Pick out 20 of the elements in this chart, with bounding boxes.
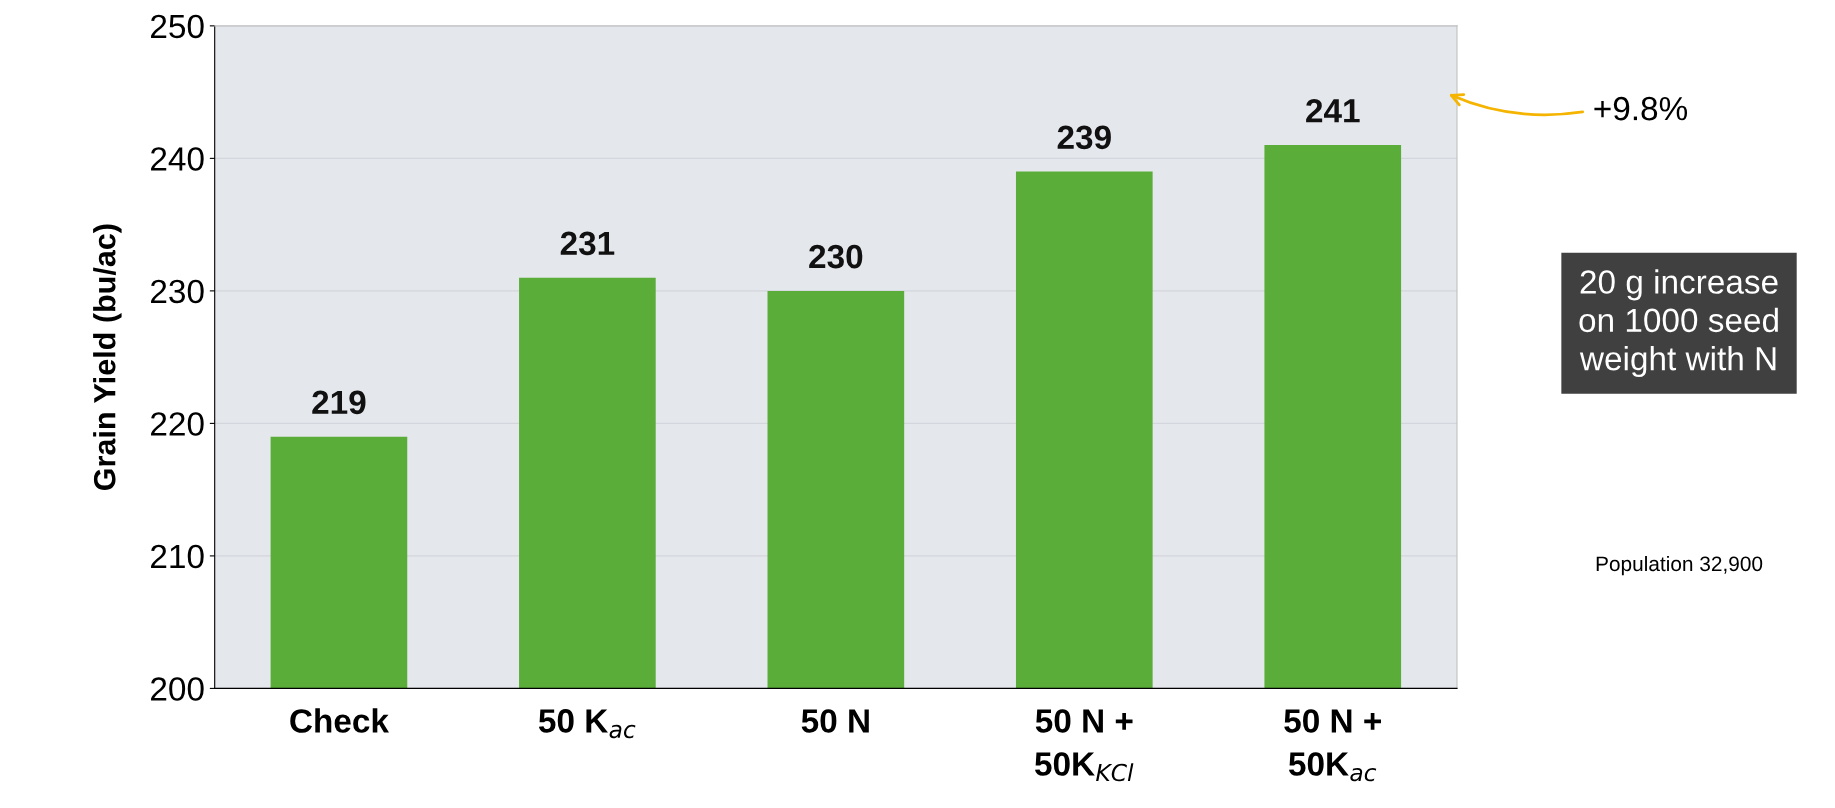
- x-tick-label: 50 N + 50K$_{KCl}$: [1034, 709, 1134, 782]
- data-label: 230: [809, 244, 863, 269]
- text: +9.8%: [1594, 96, 1688, 121]
- y-tick-label: 210: [151, 544, 204, 569]
- data-label: 231: [560, 231, 615, 256]
- y-tick-label: 200: [151, 677, 204, 701]
- data-label: 239: [1057, 125, 1111, 150]
- text: 20 g increase on 1000 seed weight with N: [1579, 269, 1778, 378]
- y-axis-title: Grain Yield (bu/ac): [93, 224, 122, 491]
- y-tick-label: 240: [151, 147, 204, 171]
- x-tick-label: Check: [290, 708, 389, 733]
- data-label: 241: [1306, 99, 1360, 123]
- y-tick-label: 230: [151, 279, 204, 304]
- x-tick-label: 50 N + 50K$_{ac}$: [1284, 709, 1381, 782]
- text: Population 32,900: [1596, 555, 1763, 576]
- x-tick-label: 50 K$_{ac}$: [538, 709, 636, 739]
- x-tick-label: 50 N: [801, 709, 869, 733]
- y-tick-label: 250: [151, 14, 204, 39]
- y-tick-label: 220: [151, 412, 204, 436]
- data-label: 219: [312, 390, 366, 415]
